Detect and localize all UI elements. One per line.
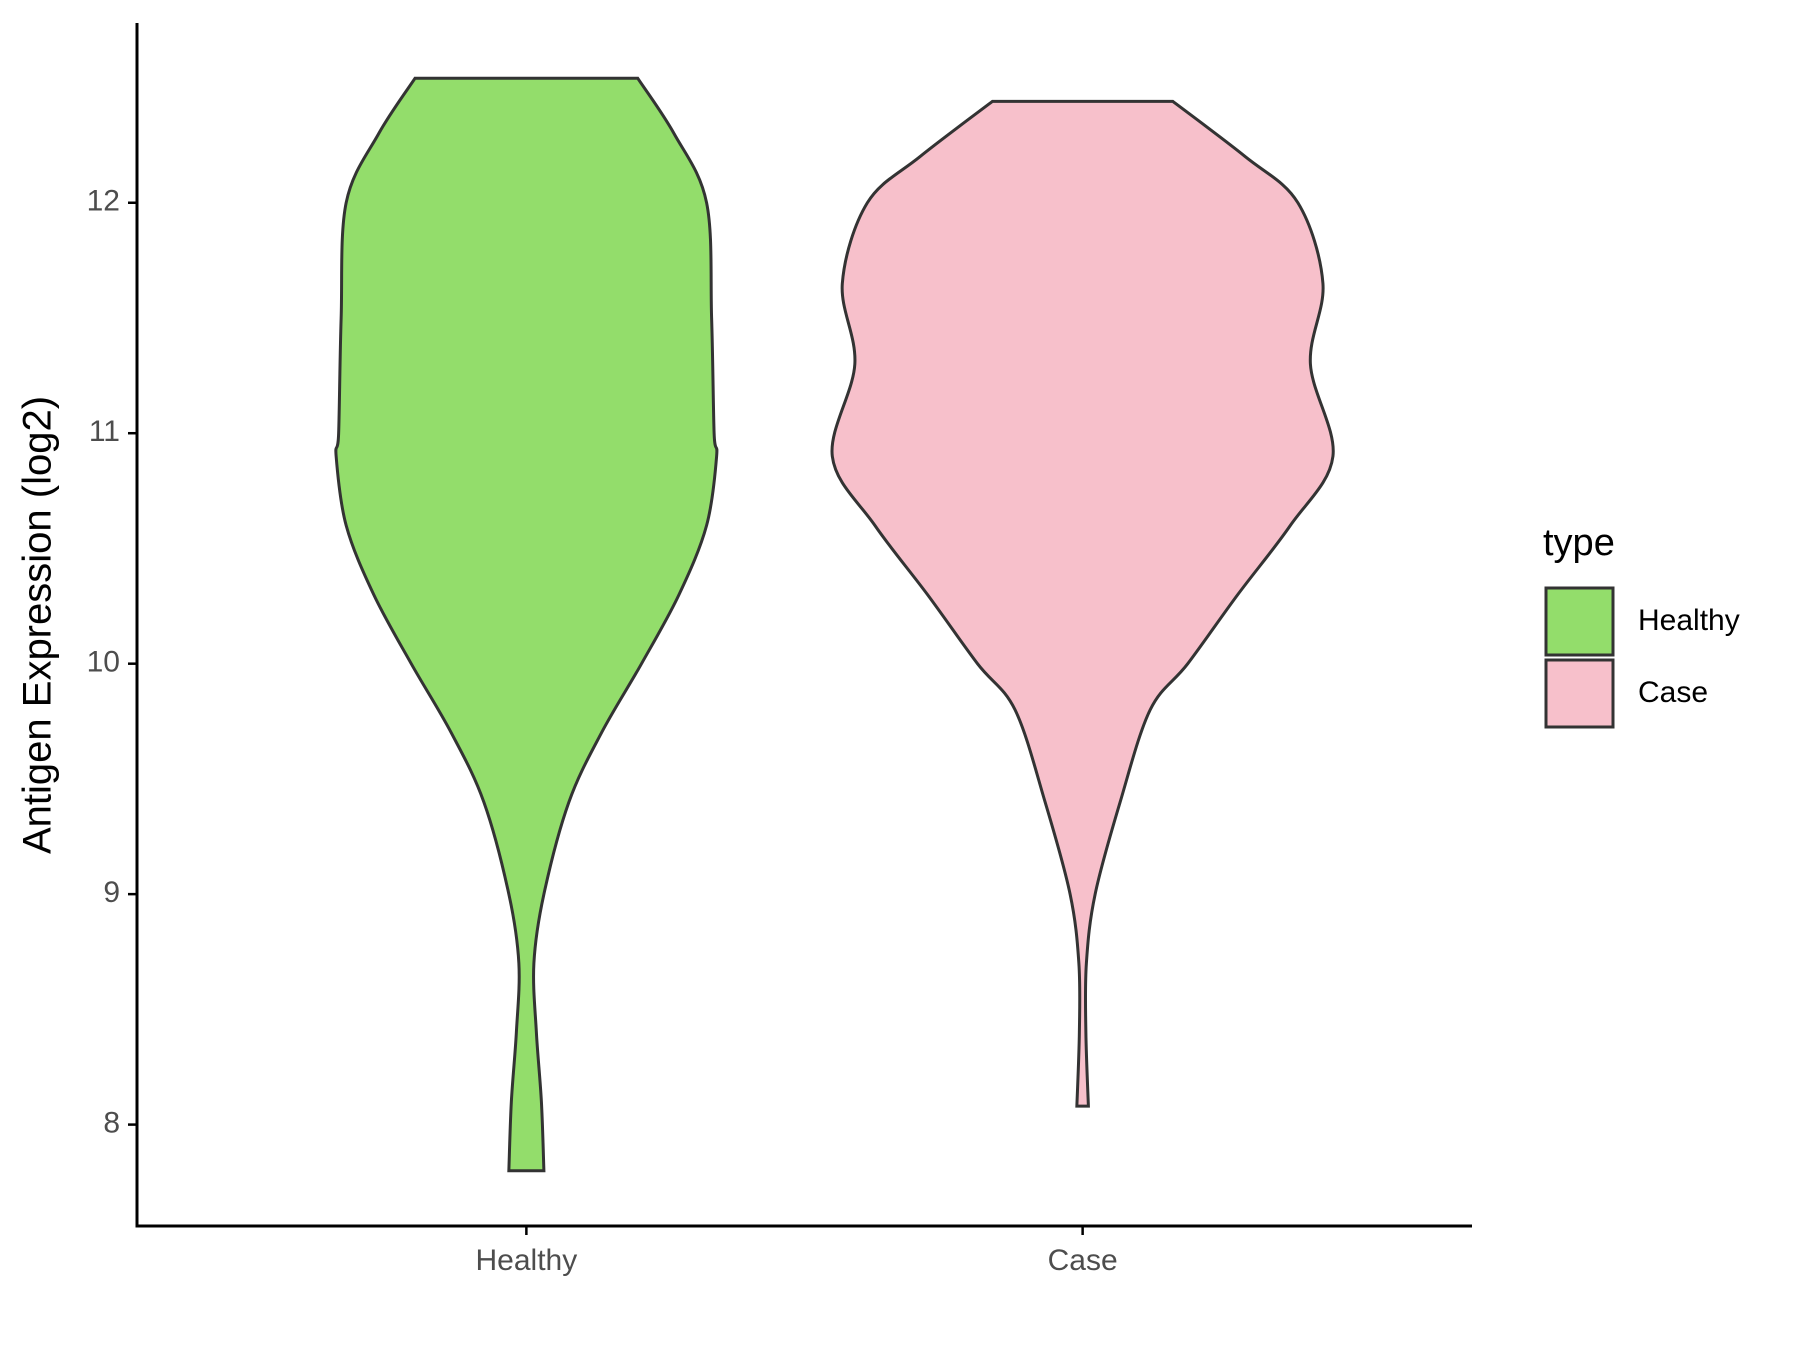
legend-key [1544,586,1615,657]
x-tick-label: Case [1048,1244,1118,1277]
y-tick-label: 8 [103,1107,120,1140]
legend-key [1544,658,1615,729]
violin [830,99,1335,1108]
legend-title: type [1543,522,1615,564]
legend-label: Case [1638,676,1708,709]
y-axis-title: Antigen Expression (log2) [16,396,60,854]
legend-label: Healthy [1638,604,1740,637]
violin [334,76,719,1173]
y-tick-label: 12 [87,185,120,218]
y-tick-label: 11 [89,415,120,448]
y-tick-label: 9 [103,876,120,909]
x-tick-label: Healthy [476,1244,578,1277]
y-tick-label: 10 [87,646,120,679]
